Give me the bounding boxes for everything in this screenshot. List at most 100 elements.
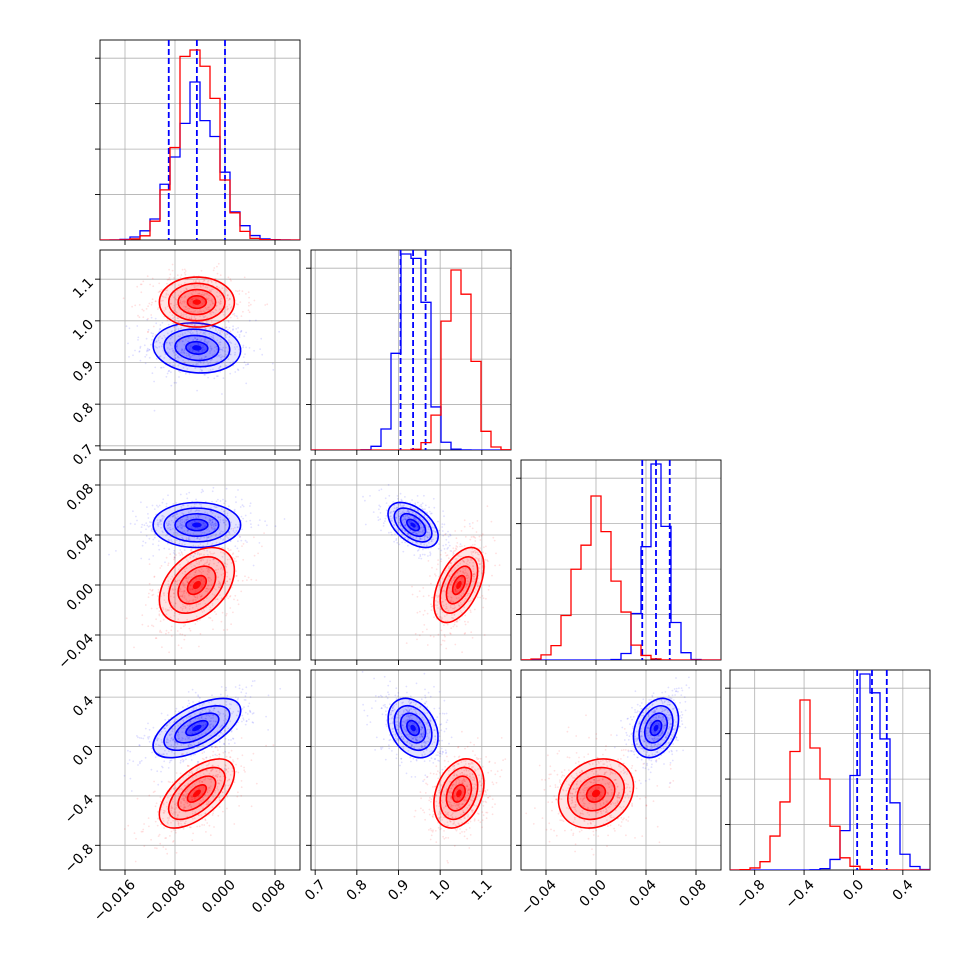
scatter-point — [218, 351, 221, 354]
scatter-point — [174, 794, 177, 797]
scatter-point — [208, 563, 210, 566]
scatter-point — [207, 362, 210, 365]
scatter-point — [233, 557, 236, 560]
scatter-point — [239, 331, 242, 333]
scatter-point — [473, 591, 476, 593]
scatter-point — [179, 563, 181, 566]
scatter-point — [228, 742, 230, 745]
scatter-point — [218, 782, 221, 784]
scatter-point — [176, 526, 179, 529]
scatter-point — [197, 741, 200, 744]
scatter-point — [175, 310, 178, 313]
scatter-point — [191, 298, 194, 301]
scatter-point — [188, 327, 191, 329]
scatter-point — [162, 809, 165, 812]
scatter-point — [169, 337, 172, 340]
scatter-point — [200, 733, 203, 736]
scatter-point — [455, 597, 458, 600]
scatter-point — [181, 739, 183, 741]
scatter-point — [163, 599, 166, 601]
scatter-point — [170, 330, 173, 333]
scatter-point — [388, 739, 391, 742]
scatter-point — [407, 509, 410, 512]
scatter-point — [464, 620, 466, 623]
scatter-point — [125, 617, 128, 620]
scatter-point — [125, 325, 128, 328]
scatter-point — [178, 579, 181, 582]
scatter-point — [139, 345, 142, 348]
scatter-point — [187, 576, 190, 579]
scatter-point — [179, 339, 182, 342]
scatter-point — [162, 606, 164, 609]
scatter-point — [442, 589, 445, 592]
scatter-point — [176, 525, 179, 528]
scatter-point — [158, 610, 161, 612]
scatter-point — [143, 734, 146, 737]
scatter-point — [428, 506, 430, 509]
scatter-point — [194, 599, 197, 601]
scatter-point — [445, 721, 448, 724]
scatter-point — [215, 720, 217, 723]
scatter-point — [149, 588, 152, 591]
scatter-point — [151, 339, 153, 341]
scatter-point — [191, 796, 194, 798]
scatter-point — [138, 304, 141, 306]
scatter-point — [234, 343, 237, 346]
scatter-point — [172, 738, 175, 741]
scatter-point — [188, 804, 191, 806]
scatter-point — [422, 508, 425, 511]
scatter-point — [473, 543, 476, 546]
scatter-point — [178, 552, 181, 554]
scatter-point — [216, 779, 219, 782]
density-fill-4 — [192, 580, 201, 590]
scatter-point — [459, 562, 462, 565]
scatter-point — [216, 598, 218, 601]
scatter-point — [202, 744, 204, 746]
scatter-point — [397, 511, 400, 513]
scatter-point — [227, 294, 229, 297]
scatter-point — [424, 694, 426, 697]
scatter-panel-1-0 — [95, 249, 301, 455]
scatter-point — [238, 684, 241, 687]
scatter-point — [248, 702, 251, 705]
scatter-point — [449, 632, 451, 635]
scatter-point — [189, 589, 191, 591]
scatter-point — [212, 553, 214, 555]
scatter-point — [199, 358, 201, 360]
scatter-point — [181, 504, 184, 507]
scatter-point — [212, 326, 215, 329]
scatter-point — [200, 716, 203, 719]
scatter-point — [194, 596, 197, 599]
scatter-point — [191, 725, 194, 728]
scatter-point — [156, 595, 159, 597]
scatter-point — [228, 751, 230, 754]
scatter-point — [218, 769, 221, 772]
scatter-point — [222, 539, 224, 541]
scatter-point — [197, 516, 200, 519]
scatter-point — [472, 550, 475, 553]
scatter-point — [217, 301, 220, 303]
scatter-point — [230, 562, 233, 564]
scatter-point — [160, 288, 163, 291]
scatter-point — [169, 528, 172, 531]
scatter-point — [416, 525, 419, 528]
scatter-point — [180, 312, 183, 315]
scatter-point — [175, 554, 178, 556]
contour-line-2 — [167, 282, 226, 322]
scatter-point — [456, 572, 458, 574]
scatter-point — [240, 515, 243, 518]
scatter-point — [177, 284, 180, 286]
scatter-point — [464, 535, 467, 538]
scatter-point — [234, 531, 236, 534]
scatter-point — [457, 604, 460, 606]
scatter-point — [180, 507, 183, 509]
scatter-point — [398, 543, 401, 546]
scatter-point — [187, 745, 190, 748]
scatter-point — [408, 516, 411, 519]
scatter-point — [214, 528, 217, 531]
scatter-point — [481, 572, 483, 575]
scatter-point — [242, 356, 245, 358]
scatter-point — [459, 605, 461, 607]
scatter-point — [188, 702, 191, 705]
scatter-point — [454, 547, 457, 550]
